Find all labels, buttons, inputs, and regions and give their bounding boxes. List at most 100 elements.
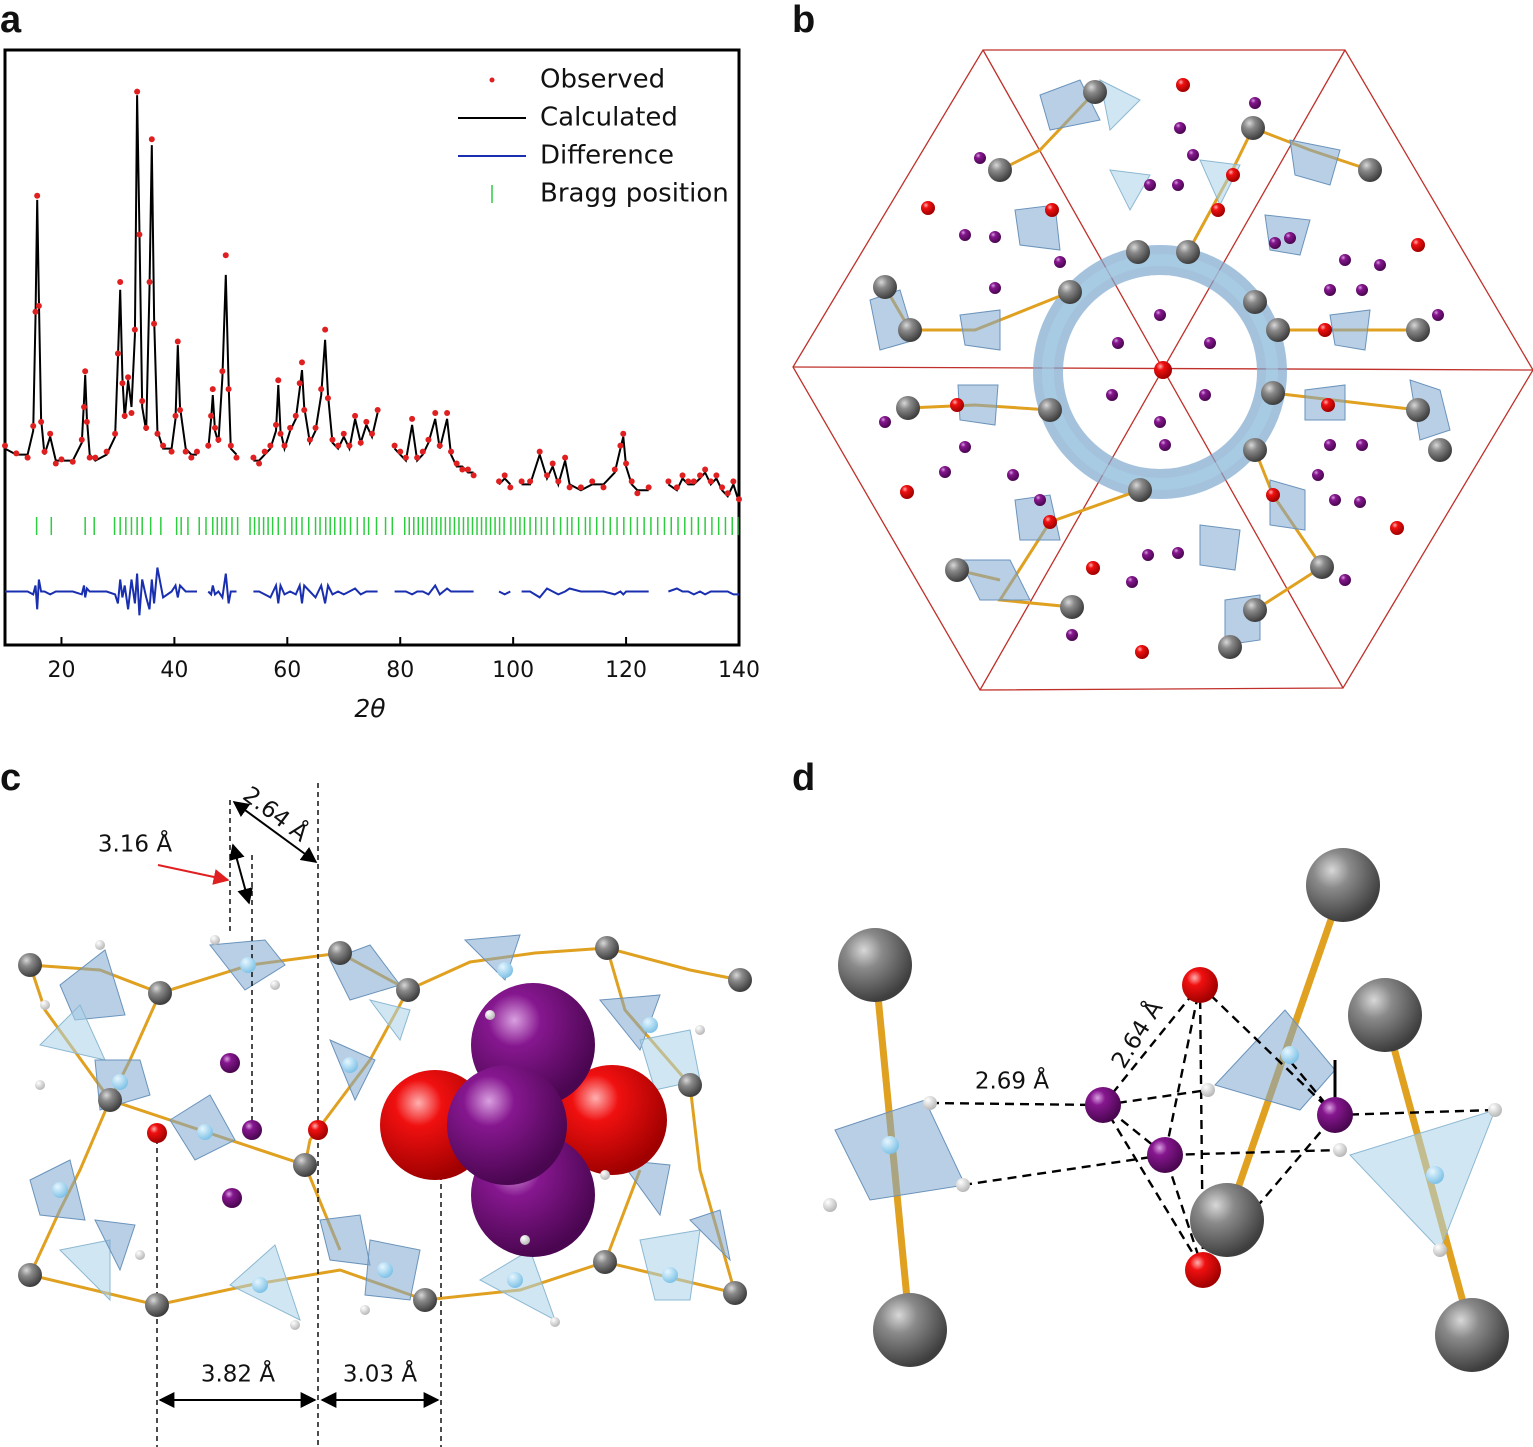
observed-point xyxy=(275,377,282,384)
observed-point xyxy=(577,484,584,491)
observed-point xyxy=(589,478,596,485)
bonds xyxy=(871,883,1476,1336)
observed-point xyxy=(318,386,325,393)
observed-point xyxy=(125,374,132,381)
observed-point xyxy=(222,252,229,259)
observed-point xyxy=(645,484,652,491)
observed-point xyxy=(352,412,359,419)
observed-point xyxy=(182,448,189,455)
panel-label: d xyxy=(792,757,815,799)
observed-point xyxy=(30,423,37,430)
observed-point xyxy=(296,380,303,387)
observed-point xyxy=(256,460,263,467)
observed-point xyxy=(312,424,319,431)
observed-point xyxy=(555,478,562,485)
observed-point xyxy=(685,478,692,485)
observed-point xyxy=(496,478,503,485)
observed-point xyxy=(47,430,54,437)
observed-point xyxy=(464,466,471,473)
atoms xyxy=(823,848,1509,1372)
observed-point xyxy=(2,442,8,449)
x-tick-label: 100 xyxy=(492,658,534,683)
x-tick-label: 120 xyxy=(605,658,647,683)
observed-point xyxy=(298,359,305,366)
x-tick-label: 60 xyxy=(273,658,301,683)
guide-lines xyxy=(156,783,442,1447)
observed-point xyxy=(121,412,128,419)
observed-point xyxy=(225,386,232,393)
observed-point xyxy=(208,412,215,419)
observed-point xyxy=(174,338,181,345)
xrd-chart: 2θ 20 40 60 80 100 120 140 Observed Calculated Di… xyxy=(2,48,760,723)
atoms xyxy=(873,78,1452,659)
observed-point xyxy=(219,368,226,375)
observed-point xyxy=(81,404,88,410)
observed-point xyxy=(143,424,150,431)
observed-point xyxy=(566,484,573,491)
polyhedron xyxy=(1214,1009,1336,1111)
observed-point xyxy=(549,460,556,467)
series-line xyxy=(5,567,739,616)
observed-point xyxy=(151,320,158,327)
observed-point xyxy=(306,436,313,443)
observed-point xyxy=(620,430,627,437)
observed-point xyxy=(128,409,135,416)
distance-label: 3.03 Å xyxy=(343,1360,418,1388)
structure-d: 2.69 Å 2.64 Å xyxy=(823,848,1509,1372)
observed-point xyxy=(134,88,141,95)
observed-point xyxy=(402,454,409,461)
observed-point xyxy=(527,478,534,485)
observed-point xyxy=(209,386,216,393)
observed-point xyxy=(329,436,336,443)
observed-point xyxy=(501,472,508,479)
observed-point xyxy=(41,448,48,455)
legend-marker xyxy=(489,77,495,83)
legend-label: Calculated xyxy=(540,103,678,133)
panel-label: c xyxy=(0,757,21,799)
polyhedron xyxy=(1349,1109,1496,1251)
observed-point xyxy=(713,472,720,479)
legend-label: Bragg position xyxy=(540,179,729,209)
observed-point xyxy=(414,454,421,461)
x-tick-label: 20 xyxy=(47,658,75,683)
observed-point xyxy=(188,454,195,461)
observed-point xyxy=(168,448,175,455)
observed-point xyxy=(444,409,451,416)
observed-point xyxy=(287,424,294,431)
observed-point xyxy=(634,490,641,497)
observed-point xyxy=(24,454,31,461)
observed-point xyxy=(562,454,569,461)
observed-point xyxy=(148,136,155,143)
observed-point xyxy=(292,412,299,419)
x-axis-label: 2θ xyxy=(354,694,385,723)
observed-point xyxy=(679,472,686,479)
observed-point xyxy=(103,448,110,455)
observed-point xyxy=(518,478,525,485)
observed-point xyxy=(730,478,737,485)
x-tick-label: 80 xyxy=(386,658,414,683)
observed-point xyxy=(436,442,443,449)
observed-point xyxy=(346,442,353,449)
observed-point xyxy=(52,460,59,467)
observed-point xyxy=(38,418,45,425)
observed-point xyxy=(58,456,65,463)
observed-point xyxy=(665,478,672,485)
observed-point xyxy=(78,436,85,443)
observed-point xyxy=(623,460,630,467)
observed-point xyxy=(83,418,90,425)
plot-frame xyxy=(3,48,741,647)
observed-point xyxy=(177,406,184,413)
observed-point xyxy=(453,460,460,467)
ring xyxy=(1033,245,1287,499)
distance-label: 2.69 Å xyxy=(975,1067,1050,1095)
observed-point xyxy=(86,454,93,461)
observed-point xyxy=(425,436,432,443)
observed-point xyxy=(702,466,709,473)
observed-point xyxy=(707,478,714,485)
observed-point xyxy=(397,448,404,455)
observed-point xyxy=(363,418,370,425)
observed-point xyxy=(432,409,439,416)
observed-point xyxy=(459,466,466,473)
observed-point xyxy=(281,442,288,449)
observed-point xyxy=(617,442,624,449)
